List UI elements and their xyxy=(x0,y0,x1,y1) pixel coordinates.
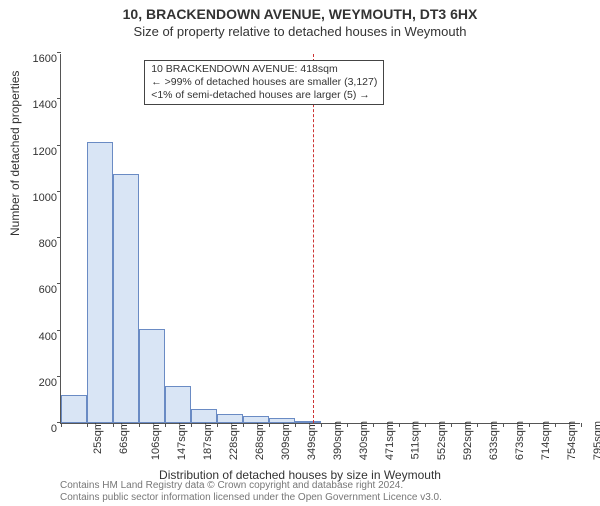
x-tick-label: 511sqm xyxy=(409,421,421,459)
histogram-bar xyxy=(139,329,165,423)
y-tick-label: 1200 xyxy=(19,146,57,158)
x-tick-label: 754sqm xyxy=(566,421,578,460)
x-tick-label: 592sqm xyxy=(462,421,474,460)
x-tick-label: 147sqm xyxy=(176,421,188,460)
x-tick-label: 66sqm xyxy=(118,421,130,454)
x-tick-label: 228sqm xyxy=(228,421,240,460)
histogram-bar xyxy=(217,414,243,423)
y-tick-label: 1400 xyxy=(19,99,57,111)
histogram-bar xyxy=(191,409,217,423)
y-tick-label: 0 xyxy=(19,423,57,435)
y-tick-label: 600 xyxy=(19,284,57,296)
x-tick-label: 673sqm xyxy=(514,421,526,460)
histogram-bar xyxy=(165,386,191,423)
y-tick-label: 200 xyxy=(19,377,57,389)
page-subtitle: Size of property relative to detached ho… xyxy=(0,24,600,39)
x-tick-label: 349sqm xyxy=(306,421,318,460)
reference-line xyxy=(313,54,314,423)
x-tick-label: 714sqm xyxy=(540,421,552,460)
histogram-chart: 0200400600800100012001400160025sqm66sqm1… xyxy=(60,54,580,424)
histogram-bar xyxy=(243,416,269,423)
page-title: 10, BRACKENDOWN AVENUE, WEYMOUTH, DT3 6H… xyxy=(0,6,600,22)
x-tick-label: 795sqm xyxy=(592,421,600,460)
histogram-bar xyxy=(113,174,139,423)
histogram-bar xyxy=(269,418,295,423)
x-tick-label: 390sqm xyxy=(332,421,344,460)
x-tick-label: 309sqm xyxy=(280,421,292,460)
x-tick-label: 106sqm xyxy=(150,421,162,460)
y-tick-label: 1600 xyxy=(19,53,57,65)
histogram-bar xyxy=(295,421,321,423)
x-tick-label: 25sqm xyxy=(92,421,104,454)
x-tick-label: 471sqm xyxy=(384,421,396,460)
x-tick-label: 430sqm xyxy=(358,421,370,460)
attribution-line: Contains HM Land Registry data © Crown c… xyxy=(60,480,442,492)
y-tick-label: 1000 xyxy=(19,192,57,204)
annotation-box: 10 BRACKENDOWN AVENUE: 418sqm← >99% of d… xyxy=(144,60,384,105)
annotation-line: ← >99% of detached houses are smaller (3… xyxy=(151,76,377,89)
x-tick-label: 552sqm xyxy=(436,421,448,460)
histogram-bar xyxy=(87,142,113,423)
annotation-line: <1% of semi-detached houses are larger (… xyxy=(151,89,377,102)
x-tick-label: 633sqm xyxy=(488,421,500,460)
x-tick-label: 187sqm xyxy=(202,421,214,460)
histogram-bar xyxy=(61,395,87,423)
annotation-line: 10 BRACKENDOWN AVENUE: 418sqm xyxy=(151,63,377,76)
y-tick-label: 400 xyxy=(19,331,57,343)
x-tick-label: 268sqm xyxy=(254,421,266,460)
attribution-text: Contains HM Land Registry data © Crown c… xyxy=(60,480,442,504)
y-tick-label: 800 xyxy=(19,238,57,250)
attribution-line: Contains public sector information licen… xyxy=(60,492,442,504)
